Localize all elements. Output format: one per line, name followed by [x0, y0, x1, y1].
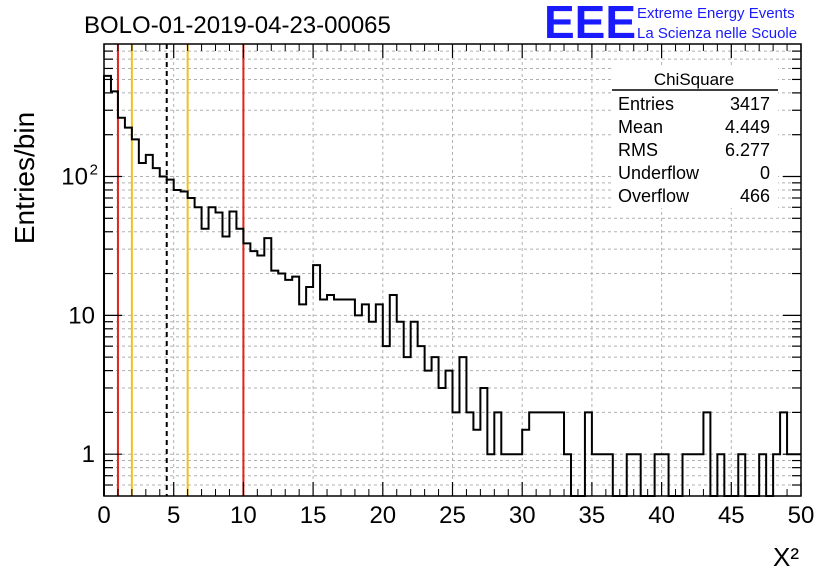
stats-value: 466	[740, 186, 770, 206]
x-tick-label: 20	[369, 502, 396, 529]
logo-line-2: La Scienza nelle Scuole	[637, 25, 797, 42]
y-tick-label: 10	[61, 163, 88, 190]
stats-value: 4.449	[725, 117, 770, 137]
stats-value: 6.277	[725, 140, 770, 160]
stats-label: Underflow	[618, 163, 700, 183]
stats-value: 0	[760, 163, 770, 183]
x-tick-label: 10	[230, 502, 257, 529]
y-tick-label: 10	[68, 302, 95, 329]
y-axis-label: Entries/bin	[9, 112, 40, 244]
x-tick-label: 40	[648, 502, 675, 529]
x-axis-label: X²	[773, 542, 799, 572]
chart-title: BOLO-01-2019-04-23-00065	[84, 12, 391, 39]
vertical-marker-lines	[116, 44, 245, 496]
stats-label: Overflow	[618, 186, 690, 206]
y-tick-label: 1	[82, 441, 95, 468]
y-tick-exponent: 2	[90, 161, 98, 178]
x-tick-label: 25	[439, 502, 466, 529]
stats-label: RMS	[618, 140, 658, 160]
stats-label: Entries	[618, 94, 674, 114]
stats-value: 3417	[730, 94, 770, 114]
x-tick-label: 50	[788, 502, 815, 529]
x-tick-label: 45	[718, 502, 745, 529]
x-tick-label: 30	[509, 502, 536, 529]
x-tick-label: 35	[579, 502, 606, 529]
eee-logo: EEE Extreme Energy Events La Scienza nel…	[544, 0, 797, 48]
x-tick-label: 15	[300, 502, 327, 529]
stats-label: Mean	[618, 117, 663, 137]
x-tick-label: 0	[97, 502, 110, 529]
eee-logo-letters: EEE	[544, 0, 636, 48]
stats-box-title: ChiSquare	[654, 70, 734, 89]
x-tick-label: 5	[167, 502, 180, 529]
logo-line-1: Extreme Energy Events	[637, 5, 795, 22]
stats-box: ChiSquare Entries 3417 Mean 4.449 RMS 6.277 Un…	[612, 66, 778, 208]
